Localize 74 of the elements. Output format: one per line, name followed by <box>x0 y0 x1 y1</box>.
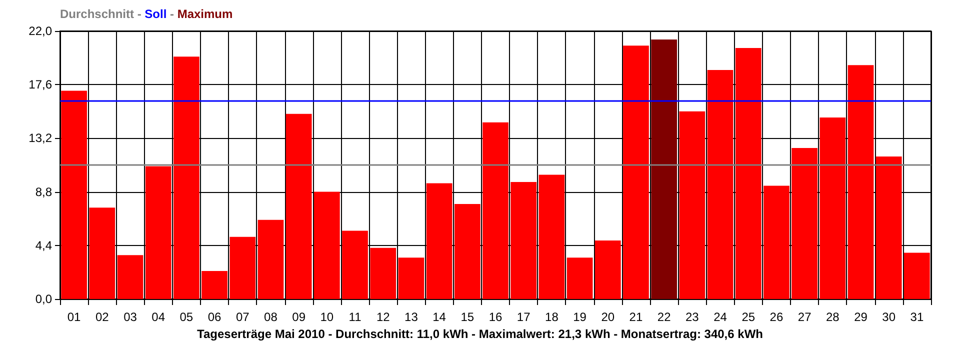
bar <box>454 204 480 299</box>
bar <box>145 166 172 299</box>
x-tick-label: 06 <box>208 310 222 324</box>
bar <box>735 48 762 299</box>
bar <box>61 90 87 299</box>
text: - <box>166 7 178 21</box>
bar <box>848 65 874 299</box>
x-tick-label: 17 <box>516 310 531 324</box>
x-tick-label: 27 <box>798 310 812 324</box>
bar <box>482 122 508 299</box>
x-tick-label: 31 <box>910 310 924 324</box>
bar <box>202 270 228 299</box>
ref-line-label: Durchschnitt <box>60 7 134 21</box>
bar <box>594 240 621 299</box>
bar <box>764 186 790 299</box>
text: Maximum <box>177 7 233 21</box>
text: - <box>134 7 145 21</box>
bar <box>230 236 256 299</box>
x-tick-label: 15 <box>460 310 474 324</box>
bar <box>651 40 678 299</box>
x-tick-label: 18 <box>545 310 559 324</box>
bar <box>314 192 340 299</box>
bar <box>342 230 368 299</box>
x-tick-label: 14 <box>432 310 446 324</box>
x-tick-label: 19 <box>573 310 587 324</box>
y-tick-label: 8,8 <box>35 184 52 199</box>
ref-line-label: Soll <box>144 7 167 21</box>
x-tick-label: 28 <box>826 310 840 324</box>
y-tick-label: 22,0 <box>28 24 52 38</box>
x-tick-label: 22 <box>657 310 672 324</box>
bar <box>89 208 116 299</box>
text: Tageserträge Mai 2010 - Durchschnitt: 11,0 kWh - Maximalwert: 21,3 kWh - Monatsertrag: 340,6 kWh <box>197 327 763 341</box>
bar <box>904 252 930 299</box>
bar <box>876 156 902 299</box>
y-tick-label: 0,0 <box>35 292 52 306</box>
bar <box>707 70 734 299</box>
x-tick-label: 12 <box>376 310 390 324</box>
x-tick-label: 07 <box>236 310 250 324</box>
x-tick-label: 05 <box>180 310 194 324</box>
x-tick-label: 11 <box>348 310 362 324</box>
x-tick-label: 21 <box>629 310 643 324</box>
bar <box>623 46 649 299</box>
x-tick-label: 03 <box>124 310 138 324</box>
bar <box>426 183 452 299</box>
bar <box>398 258 424 299</box>
x-tick-label: 08 <box>264 310 278 324</box>
y-tick-label: 4,4 <box>35 238 52 252</box>
x-tick-label: 04 <box>152 310 166 324</box>
x-tick-label: 13 <box>404 310 418 324</box>
bar <box>174 56 200 299</box>
x-tick-label: 30 <box>882 310 896 324</box>
bar <box>117 255 144 299</box>
x-tick-label: 26 <box>770 310 784 324</box>
bar <box>258 220 284 299</box>
x-tick-label: 29 <box>854 310 868 324</box>
bar <box>679 111 706 299</box>
y-tick-label: 13,2 <box>28 131 52 146</box>
y-tick-label: 17,6 <box>28 78 52 92</box>
bar <box>820 117 846 299</box>
x-tick-label: 02 <box>95 310 110 324</box>
x-tick-label: 16 <box>488 310 502 324</box>
x-tick-label: 10 <box>320 310 334 324</box>
x-tick-label: 01 <box>67 310 82 324</box>
x-tick-label: 20 <box>601 310 615 324</box>
bar <box>566 258 593 299</box>
x-tick-label: 25 <box>742 310 756 324</box>
bar <box>510 182 537 299</box>
x-tick-label: 23 <box>686 310 700 324</box>
bar <box>370 248 396 299</box>
bar <box>792 148 818 299</box>
x-tick-label: 24 <box>714 310 728 324</box>
bar <box>538 174 565 299</box>
bar <box>286 114 312 299</box>
x-tick-label: 09 <box>292 310 306 324</box>
